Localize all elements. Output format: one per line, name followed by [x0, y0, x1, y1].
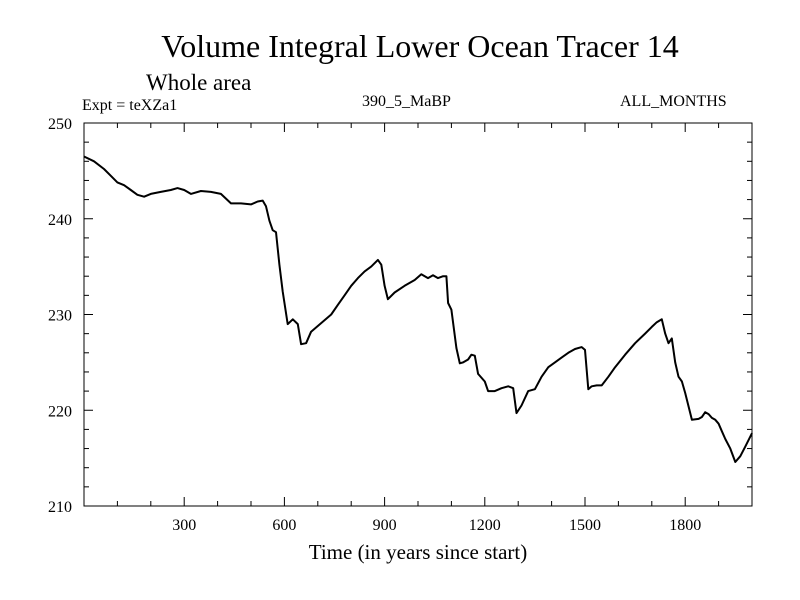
y-tick-label: 250: [48, 116, 72, 133]
x-tick-label: 900: [373, 517, 397, 534]
plot-frame: [83, 122, 753, 507]
chart-subtitle: Whole area: [146, 70, 252, 95]
x-tick-label: 1500: [569, 517, 601, 534]
axis-ticks: [84, 122, 752, 507]
months-label: ALL_MONTHS: [620, 93, 727, 110]
y-tick-label: 230: [48, 308, 72, 325]
x-tick-label: 1200: [469, 517, 501, 534]
x-tick-label: 600: [272, 517, 296, 534]
x-axis-label: Time (in years since start): [308, 540, 528, 564]
tick-labels: 300 600 900 1200 1500 1800 210 220 230 240 250: [48, 116, 701, 534]
y-tick-label: 240: [48, 212, 72, 229]
y-tick-label: 210: [48, 499, 72, 516]
series-line: [83, 155, 753, 463]
y-tick-label: 220: [48, 403, 72, 420]
x-tick-label: 1800: [669, 517, 701, 534]
x-tick-label: 300: [172, 517, 196, 534]
experiment-label: Expt = teXZa1: [82, 97, 178, 114]
chart-title: Volume Integral Lower Ocean Tracer 14: [161, 28, 679, 64]
run-label: 390_5_MaBP: [362, 93, 451, 110]
